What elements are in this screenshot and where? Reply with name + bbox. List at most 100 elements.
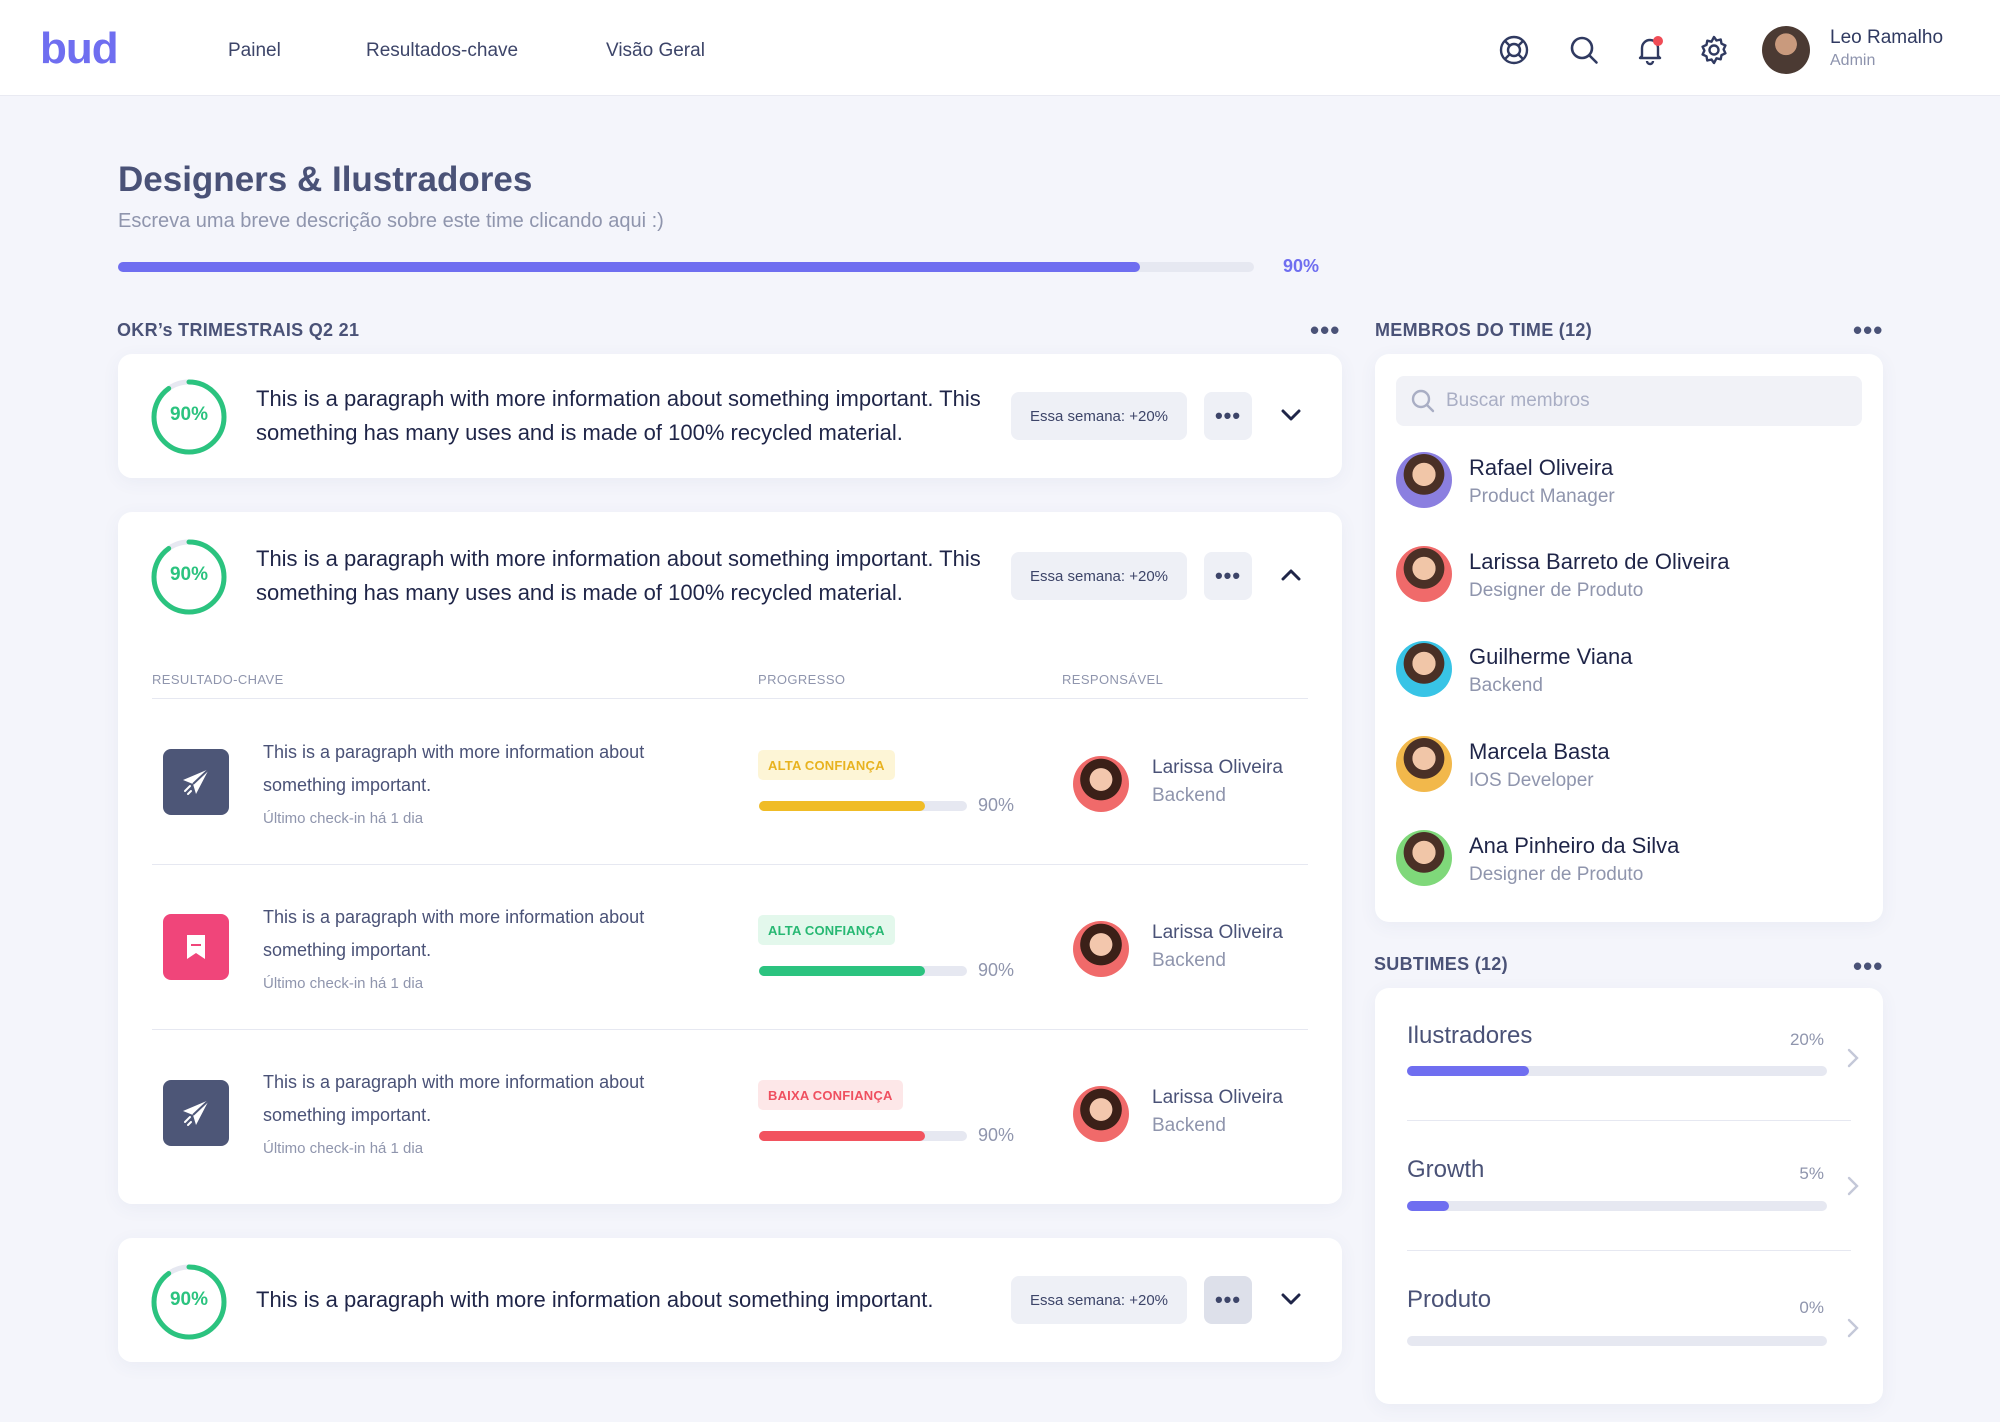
key-result-progress-fill — [759, 966, 926, 976]
search-icon[interactable] — [1564, 30, 1604, 70]
subteam-name: Ilustradores — [1407, 1022, 1533, 1049]
subteam-progress-bar — [1407, 1201, 1827, 1211]
key-result-checkin: Último check-in há 1 dia — [263, 975, 424, 992]
okr-card-expanded[interactable]: 90% This is a paragraph with more inform… — [118, 512, 1342, 1204]
owner-name: Larissa Oliveira — [1152, 757, 1283, 778]
bell-icon[interactable] — [1630, 30, 1670, 70]
subteam-progress-fill — [1407, 1201, 1449, 1211]
row-divider — [152, 1029, 1308, 1030]
owner-name: Larissa Oliveira — [1152, 1087, 1283, 1108]
key-result-progress-bar — [759, 801, 967, 811]
weekly-change-badge: Essa semana: +20% — [1011, 552, 1187, 600]
okr-percent: 90% — [169, 1289, 209, 1310]
okr-more-button[interactable]: ••• — [1204, 552, 1252, 600]
row-divider — [152, 864, 1308, 865]
okrs-section-title: OKR’s TRIMESTRAIS Q2 21 — [117, 320, 360, 340]
subteam-divider — [1407, 1120, 1851, 1121]
key-result-checkin: Último check-in há 1 dia — [263, 1140, 424, 1157]
okr-progress-ring — [151, 379, 227, 455]
key-result-percent: 90% — [978, 1125, 1015, 1145]
key-result-progress-bar — [759, 966, 967, 976]
owner-avatar[interactable] — [1073, 1086, 1129, 1142]
team-description[interactable]: Escreva uma breve descrição sobre este t… — [118, 210, 664, 232]
nav-item-painel[interactable]: Painel — [228, 40, 281, 61]
chevron-up-icon[interactable] — [1276, 560, 1306, 590]
member-role: Product Manager — [1469, 486, 1615, 507]
okr-more-button[interactable]: ••• — [1204, 1276, 1252, 1324]
chevron-right-icon[interactable] — [1843, 1174, 1863, 1198]
member-avatar[interactable] — [1396, 830, 1452, 886]
subteam-name: Produto — [1407, 1286, 1492, 1313]
owner-name: Larissa Oliveira — [1152, 922, 1283, 943]
member-role: IOS Developer — [1469, 770, 1594, 791]
member-avatar[interactable] — [1396, 641, 1452, 697]
subteam-percent: 0% — [1799, 1298, 1824, 1317]
key-result-percent: 90% — [978, 795, 1015, 815]
okr-progress-ring — [151, 1264, 227, 1340]
subteam-progress-bar — [1407, 1336, 1827, 1346]
team-progress-label: 90% — [1283, 256, 1320, 276]
chevron-down-icon[interactable] — [1276, 1284, 1306, 1314]
okr-card[interactable]: 90% This is a paragraph with more inform… — [118, 354, 1342, 478]
key-result-text: This is a paragraph with more informatio… — [263, 742, 645, 795]
members-section-title: MEMBROS DO TIME (12) — [1375, 320, 1593, 340]
owner-avatar[interactable] — [1073, 756, 1129, 812]
chevron-right-icon[interactable] — [1843, 1046, 1863, 1070]
okr-percent: 90% — [169, 404, 209, 425]
lifebuoy-icon[interactable] — [1494, 30, 1534, 70]
key-result-percent: 90% — [978, 960, 1015, 980]
member-search-input[interactable] — [1446, 376, 1846, 426]
column-header-owner: RESPONSÁVEL — [1062, 672, 1164, 687]
team-progress-bar — [118, 262, 1254, 272]
table-divider — [152, 698, 1308, 699]
user-role: Admin — [1830, 52, 1876, 69]
key-result-progress-bar — [759, 1131, 967, 1141]
user-avatar[interactable] — [1762, 26, 1810, 74]
chevron-right-icon[interactable] — [1843, 1316, 1863, 1340]
nav-item-visao-geral[interactable]: Visão Geral — [606, 40, 705, 61]
confidence-badge: BAIXA CONFIANÇA — [758, 1080, 903, 1110]
owner-role: Backend — [1152, 785, 1226, 806]
user-name: Leo Ramalho — [1830, 27, 1944, 48]
bookmark-icon — [163, 914, 229, 980]
key-result-checkin: Último check-in há 1 dia — [263, 810, 424, 827]
subteams-section-title: SUBTIMES (12) — [1374, 954, 1508, 974]
key-result-text: This is a paragraph with more informatio… — [263, 1072, 645, 1125]
subteams-more-icon[interactable]: ••• — [1853, 951, 1884, 981]
owner-role: Backend — [1152, 1115, 1226, 1136]
team-title[interactable]: Designers & Ilustradores — [118, 160, 533, 199]
member-name: Guilherme Viana — [1469, 644, 1633, 669]
member-name: Marcela Basta — [1469, 739, 1610, 764]
subteam-divider — [1407, 1250, 1851, 1251]
member-name: Rafael Oliveira — [1469, 455, 1614, 480]
column-header-key-result: RESULTADO-CHAVE — [152, 672, 284, 687]
member-name: Ana Pinheiro da Silva — [1469, 833, 1680, 858]
owner-role: Backend — [1152, 950, 1226, 971]
members-card — [1375, 354, 1883, 922]
confidence-badge: ALTA CONFIANÇA — [758, 750, 895, 780]
subteam-progress-bar — [1407, 1066, 1827, 1076]
member-avatar[interactable] — [1396, 736, 1452, 792]
okr-description: This is a paragraph with more informatio… — [256, 1287, 934, 1312]
chevron-down-icon[interactable] — [1276, 400, 1306, 430]
member-name: Larissa Barreto de Oliveira — [1469, 549, 1730, 574]
top-navigation-bar: bud Painel Resultados-chave Visão Geral … — [0, 0, 2000, 96]
subteam-name: Growth — [1407, 1156, 1485, 1183]
okr-more-button[interactable]: ••• — [1204, 392, 1252, 440]
okrs-more-icon[interactable]: ••• — [1310, 315, 1341, 345]
okr-description: This is a paragraph with more informatio… — [256, 386, 981, 445]
subteam-progress-fill — [1407, 1066, 1529, 1076]
bud-logo[interactable]: bud — [40, 24, 119, 73]
member-avatar[interactable] — [1396, 452, 1452, 508]
member-role: Designer de Produto — [1469, 864, 1644, 885]
member-search-box[interactable] — [1396, 376, 1862, 426]
weekly-change-badge: Essa semana: +20% — [1011, 1276, 1187, 1324]
owner-avatar[interactable] — [1073, 921, 1129, 977]
search-icon — [1411, 389, 1435, 413]
nav-item-resultados-chave[interactable]: Resultados-chave — [366, 40, 519, 61]
members-more-icon[interactable]: ••• — [1853, 315, 1884, 345]
gear-icon[interactable] — [1694, 30, 1734, 70]
okr-card[interactable]: 90% This is a paragraph with more inform… — [118, 1238, 1342, 1362]
weekly-change-badge: Essa semana: +20% — [1011, 392, 1187, 440]
member-avatar[interactable] — [1396, 546, 1452, 602]
